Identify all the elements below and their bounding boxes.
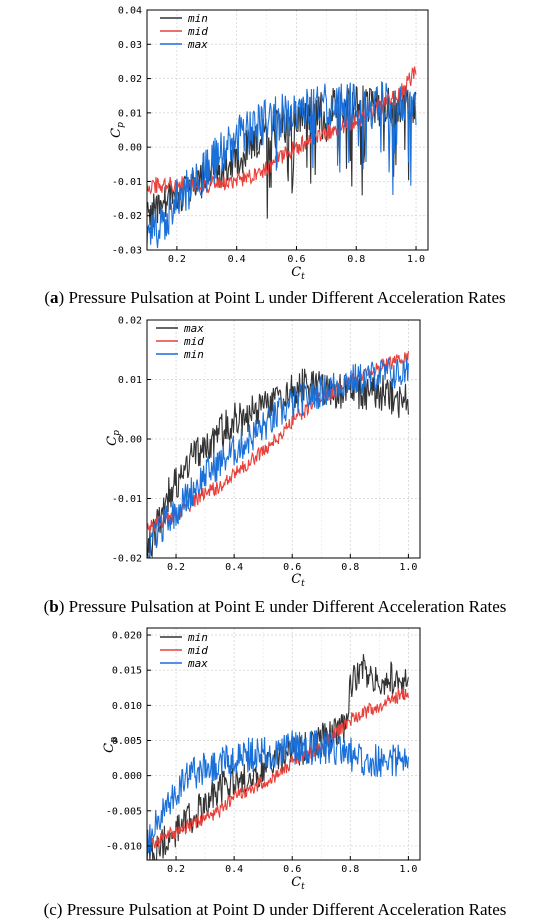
x-axis-label-sub: t (301, 272, 305, 282)
x-tick-label-4: 1.0 (399, 864, 417, 875)
caption-b-label: b (49, 597, 59, 616)
series-mid-line (147, 66, 417, 195)
y-axis-label-sub: p (109, 737, 119, 743)
legend-mid-label: mid (183, 335, 204, 348)
legend-max-label: max (183, 322, 204, 335)
y-axis-label: Cp (105, 430, 122, 446)
y-tick-label-4: 0.01 (118, 108, 142, 119)
series-mid-line (147, 686, 409, 850)
x-tick-label-3: 0.8 (341, 562, 359, 573)
y-tick-label-3: 0.00 (118, 143, 142, 154)
legend-mid-label: mid (187, 644, 208, 657)
y-tick-label-0: -0.03 (112, 246, 142, 257)
legend-mid-label: mid (187, 25, 208, 38)
caption-a: (a) Pressure Pulsation at Point L under … (44, 288, 506, 307)
x-axis-label: Ct (291, 265, 305, 282)
x-tick-label-2: 0.6 (283, 562, 301, 573)
x-axis-label-sub: t (301, 882, 305, 892)
y-tick-label-2: 0.000 (112, 771, 142, 782)
y-tick-label-2: -0.01 (112, 177, 142, 188)
legend-min-label: min (187, 12, 208, 25)
series-min-line (147, 356, 409, 558)
caption-a-label: a (50, 288, 59, 307)
x-axis-label: Ct (291, 572, 305, 589)
caption-c-text: Pressure Pulsation at Point D under Diff… (66, 900, 507, 919)
x-tick-label-2: 0.6 (287, 254, 305, 265)
y-tick-label-3: 0.005 (112, 736, 142, 747)
x-tick-label-4: 1.0 (407, 254, 425, 265)
y-axis-label-sub: p (116, 122, 126, 128)
chart-point-l: 0.2 0.4 0.6 0.8 1.0 -0.03 -0.02 -0.01 0.00 0.01 0.… (109, 6, 429, 282)
x-tick-label-0: 0.2 (167, 864, 185, 875)
x-tick-label-2: 0.6 (283, 864, 301, 875)
x-tick-label-0: 0.2 (167, 562, 185, 573)
y-axis-label-sub: p (112, 430, 122, 436)
y-tick-label-1: -0.005 (106, 806, 142, 817)
legend-max-label: max (187, 38, 208, 51)
y-tick-label-5: 0.02 (118, 74, 142, 85)
x-axis-label: Ct (291, 875, 305, 892)
caption-b-text: Pressure Pulsation at Point E under Diff… (68, 597, 507, 616)
chart-point-e: 0.2 0.4 0.6 0.8 1.0 -0.02 -0.01 0.00 0.01 0.02 Ct C… (105, 316, 421, 589)
x-tick-label-1: 0.4 (225, 562, 243, 573)
y-tick-label-1: -0.01 (112, 494, 142, 505)
y-tick-label-2: 0.00 (118, 435, 142, 446)
y-tick-label-4: 0.02 (118, 316, 142, 327)
x-tick-label-3: 0.8 (341, 864, 359, 875)
y-tick-label-7: 0.04 (118, 6, 142, 17)
x-tick-label-1: 0.4 (225, 864, 243, 875)
y-tick-label-6: 0.03 (118, 40, 142, 51)
caption-c: (c) Pressure Pulsation at Point D under … (43, 900, 507, 919)
y-tick-label-0: -0.02 (112, 554, 142, 565)
x-tick-label-0: 0.2 (168, 254, 186, 265)
series-max-line (147, 81, 417, 249)
caption-c-label: c (49, 900, 57, 919)
plot-frame (146, 627, 421, 861)
series-max-line (147, 368, 409, 558)
y-tick-label-6: 0.020 (112, 631, 142, 642)
y-axis-label: Cp (109, 122, 126, 138)
y-axis-label: Cp (102, 737, 119, 753)
legend-max-label: max (187, 657, 208, 670)
legend-min-label: min (187, 631, 208, 644)
y-tick-label-1: -0.02 (112, 211, 142, 222)
y-tick-label-4: 0.010 (112, 701, 142, 712)
y-tick-label-3: 0.01 (118, 375, 142, 386)
series-max-line (147, 730, 409, 860)
plot-frame (146, 9, 429, 251)
x-tick-label-4: 1.0 (399, 562, 417, 573)
legend-min-label: min (183, 348, 204, 361)
x-tick-label-3: 0.8 (347, 254, 365, 265)
x-axis-label-sub: t (301, 579, 305, 589)
y-tick-label-0: -0.010 (106, 841, 142, 852)
x-tick-label-1: 0.4 (228, 254, 246, 265)
caption-b: (b) Pressure Pulsation at Point E under … (43, 597, 507, 616)
chart-point-d: 0.2 0.4 0.6 0.8 1.0 -0.010 -0.005 0.000 0.005 0.0… (102, 627, 421, 892)
y-tick-label-5: 0.015 (112, 666, 142, 677)
caption-a-text: Pressure Pulsation at Point L under Diff… (68, 288, 506, 307)
